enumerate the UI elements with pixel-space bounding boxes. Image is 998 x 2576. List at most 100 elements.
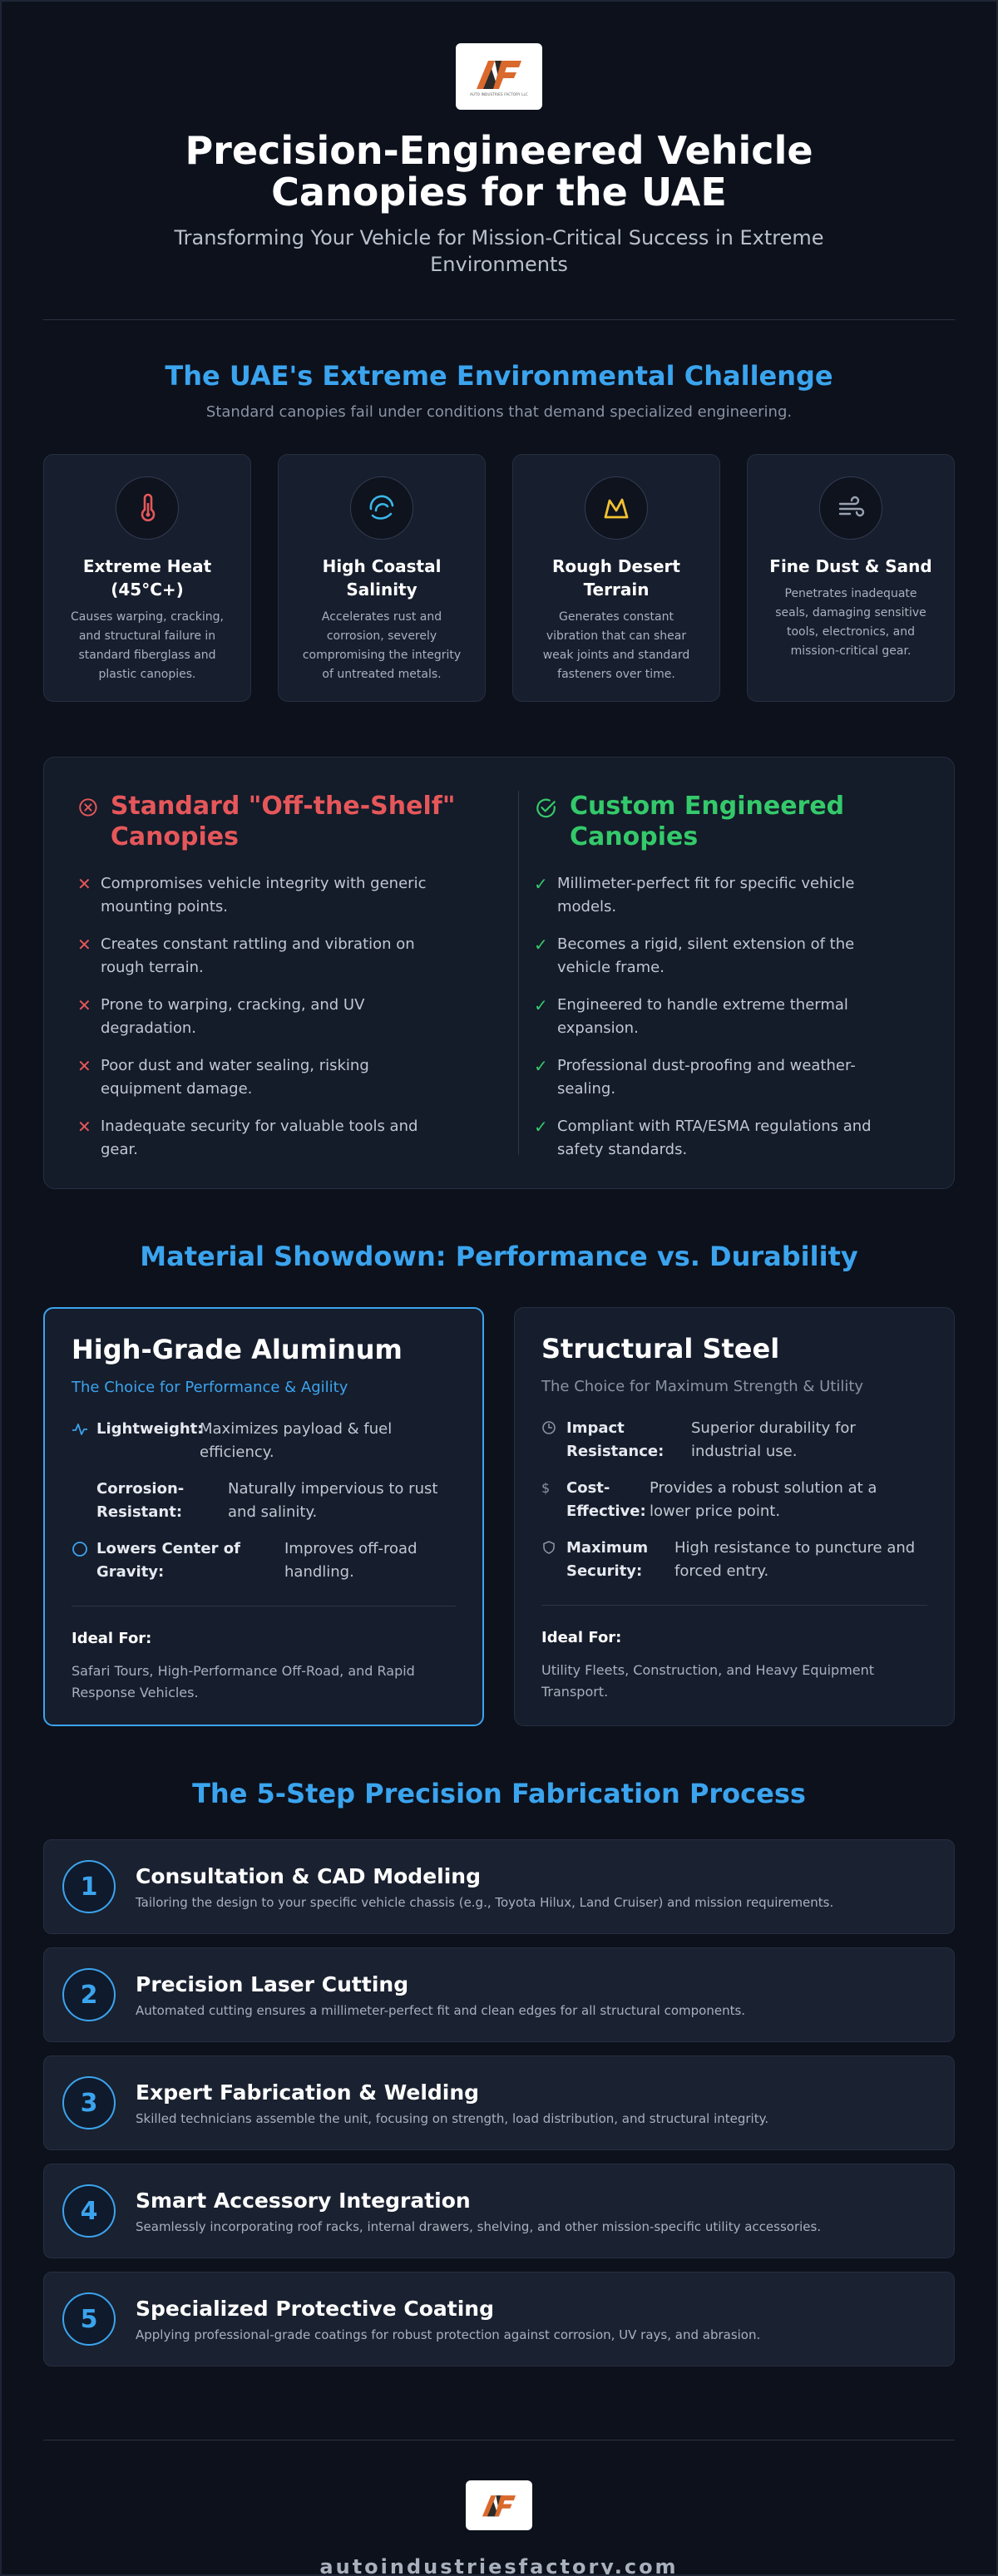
list-item: ✕ Prone to warping, cracking, and UV degr… <box>77 994 499 1040</box>
list-item: ✓ Becomes a rigid, silent extension of th… <box>534 933 921 980</box>
step-title: Precision Laser Cutting <box>136 1971 409 1996</box>
dollar-icon: $ <box>541 1480 551 1496</box>
feature-row: Lowers Center of Gravity: Improves off-r… <box>72 1537 456 1584</box>
challenge-subtitle: Standard canopies fail under conditions … <box>205 403 793 421</box>
list-item: ✓ Engineered to handle extreme thermal ex… <box>534 994 921 1040</box>
custom-canopies-title: Custom Engineered Canopies <box>570 792 845 851</box>
step-number: 3 <box>62 2076 116 2129</box>
mountain-icon <box>585 476 648 540</box>
check-icon: ✓ <box>534 995 548 1015</box>
check-icon: ✓ <box>534 1056 548 1076</box>
materials-section: Material Showdown: Performance vs. Durab… <box>43 1241 955 1726</box>
ideal-for-label: Ideal For: <box>541 1629 622 1646</box>
check-icon: ✓ <box>534 1117 548 1137</box>
custom-canopies-column: Custom Engineered Canopies ✓ Millimeter-p… <box>499 791 921 1188</box>
ideal-for-label: Ideal For: <box>72 1630 152 1647</box>
logo-mark-icon <box>482 2495 516 2517</box>
list-item: ✓ Professional dust-proofing and weather-… <box>534 1054 921 1101</box>
clock-icon <box>541 1420 560 1439</box>
challenge-card-heat: Extreme Heat (45°C+) Causes warping, cra… <box>43 454 251 702</box>
list-item: ✕ Compromises vehicle integrity with gene… <box>77 872 499 919</box>
materials-title: Material Showdown: Performance vs. Durab… <box>140 1241 858 1272</box>
feature-row: Lightweight: Maximizes payload & fuel ef… <box>72 1418 456 1464</box>
wave-icon <box>350 476 413 540</box>
list-item: ✓ Millimeter-perfect fit for specific veh… <box>534 872 921 919</box>
aluminum-subtitle: The Choice for Performance & Agility <box>72 1379 348 1396</box>
comparison-divider <box>518 791 519 1155</box>
logo-text: AUTO INDUSTRIES FACTORY LLC <box>470 91 528 96</box>
steel-card: Structural Steel The Choice for Maximum … <box>514 1307 955 1726</box>
aluminum-title: High-Grade Aluminum <box>72 1334 403 1365</box>
step-desc: Applying professional-grade coatings for… <box>136 2327 761 2342</box>
step-number: 4 <box>62 2184 116 2238</box>
challenge-card-title: Fine Dust & Sand <box>769 556 932 576</box>
challenge-card-desc: Causes warping, cracking, and structural… <box>70 610 225 681</box>
challenge-section: The UAE's Extreme Environmental Challeng… <box>43 360 955 702</box>
company-logo: AUTO INDUSTRIES FACTORY LLC <box>456 43 542 110</box>
x-icon: ✕ <box>77 1117 91 1137</box>
list-item: ✕ Inadequate security for valuable tools … <box>77 1115 499 1162</box>
list-item: ✕ Creates constant rattling and vibration… <box>77 933 499 980</box>
step-desc: Tailoring the design to your specific ve… <box>136 1894 834 1910</box>
step-desc: Seamlessly incorporating roof racks, int… <box>136 2218 822 2234</box>
feature-row: Maximum Security: High resistance to pun… <box>541 1537 927 1583</box>
step-title: Expert Fabrication & Welding <box>136 2080 480 2105</box>
challenge-card-terrain: Rough Desert Terrain Generates constant … <box>512 454 720 702</box>
challenge-card-desc: Accelerates rust and corrosion, severely… <box>302 610 462 681</box>
comparison-panel: Standard "Off-the-Shelf" Canopies ✕ Compr… <box>43 757 955 1189</box>
step-desc: Automated cutting ensures a millimeter-p… <box>136 2002 746 2018</box>
challenge-card-desc: Generates constant vibration that can sh… <box>542 610 690 681</box>
x-circle-icon <box>79 798 97 817</box>
process-step: 5 Specialized Protective Coating Applyin… <box>43 2272 955 2366</box>
circle-icon <box>72 1541 90 1561</box>
step-number: 2 <box>62 1968 116 2021</box>
challenge-card-salinity: High Coastal Salinity Accelerates rust a… <box>278 454 486 702</box>
list-item: ✕ Poor dust and water sealing, risking eq… <box>77 1054 499 1101</box>
ideal-for-value: Safari Tours, High-Performance Off-Road,… <box>72 1663 415 1700</box>
x-icon: ✕ <box>77 935 91 955</box>
challenge-title: The UAE's Extreme Environmental Challeng… <box>165 360 833 392</box>
process-step: 4 Smart Accessory Integration Seamlessly… <box>43 2164 955 2258</box>
footer-logo <box>466 2480 532 2530</box>
ideal-for-value: Utility Fleets, Construction, and Heavy … <box>541 1662 875 1700</box>
challenge-card-title: Extreme Heat (45°C+) <box>82 556 212 600</box>
challenge-card-dust: Fine Dust & Sand Penetrates inadequate s… <box>747 454 955 702</box>
website-url[interactable]: autoindustriesfactory.com <box>319 2555 679 2576</box>
steel-title: Structural Steel <box>541 1333 780 1364</box>
feature-row: $ Cost-Effective: Provides a robust solu… <box>541 1479 877 1520</box>
wind-icon <box>819 476 882 540</box>
challenge-card-title: High Coastal Salinity <box>322 556 442 600</box>
step-title: Smart Accessory Integration <box>136 2188 471 2213</box>
shield-icon <box>541 1540 560 1558</box>
pulse-icon <box>72 1421 90 1441</box>
process-step: 2 Precision Laser Cutting Automated cutt… <box>43 1947 955 2042</box>
card-divider <box>541 1605 927 1606</box>
check-circle-icon <box>536 798 556 818</box>
check-icon: ✓ <box>534 874 548 894</box>
logo-mark-icon <box>477 60 521 89</box>
aluminum-card: High-Grade Aluminum The Choice for Perfo… <box>43 1307 484 1726</box>
steel-subtitle: The Choice for Maximum Strength & Utilit… <box>541 1378 864 1395</box>
check-icon: ✓ <box>534 935 548 955</box>
feature-row: Corrosion-Resistant: Naturally imperviou… <box>96 1480 438 1521</box>
challenge-card-title: Rough Desert Terrain <box>552 556 680 600</box>
process-section: The 5-Step Precision Fabrication Process… <box>43 1778 955 2366</box>
x-icon: ✕ <box>77 995 91 1015</box>
process-step: 1 Consultation & CAD Modeling Tailoring … <box>43 1839 955 1934</box>
thermometer-icon <box>116 476 179 540</box>
process-step: 3 Expert Fabrication & Welding Skilled t… <box>43 2055 955 2150</box>
standard-canopies-column: Standard "Off-the-Shelf" Canopies ✕ Compr… <box>77 791 499 1188</box>
step-desc: Skilled technicians assemble the unit, f… <box>136 2110 769 2126</box>
x-icon: ✕ <box>77 1056 91 1076</box>
process-title: The 5-Step Precision Fabrication Process <box>192 1778 806 1809</box>
x-icon: ✕ <box>77 874 91 894</box>
step-title: Consultation & CAD Modeling <box>136 1863 481 1888</box>
feature-row: Impact Resistance: Superior durability f… <box>541 1417 927 1463</box>
section-divider <box>43 319 955 320</box>
page-subtitle: Transforming Your Vehicle for Mission-Cr… <box>174 226 824 276</box>
challenge-card-desc: Penetrates inadequate seals, damaging se… <box>775 587 926 658</box>
footer: autoindustriesfactory.com <box>43 2480 955 2576</box>
step-number: 1 <box>62 1860 116 1913</box>
step-title: Specialized Protective Coating <box>136 2296 494 2321</box>
